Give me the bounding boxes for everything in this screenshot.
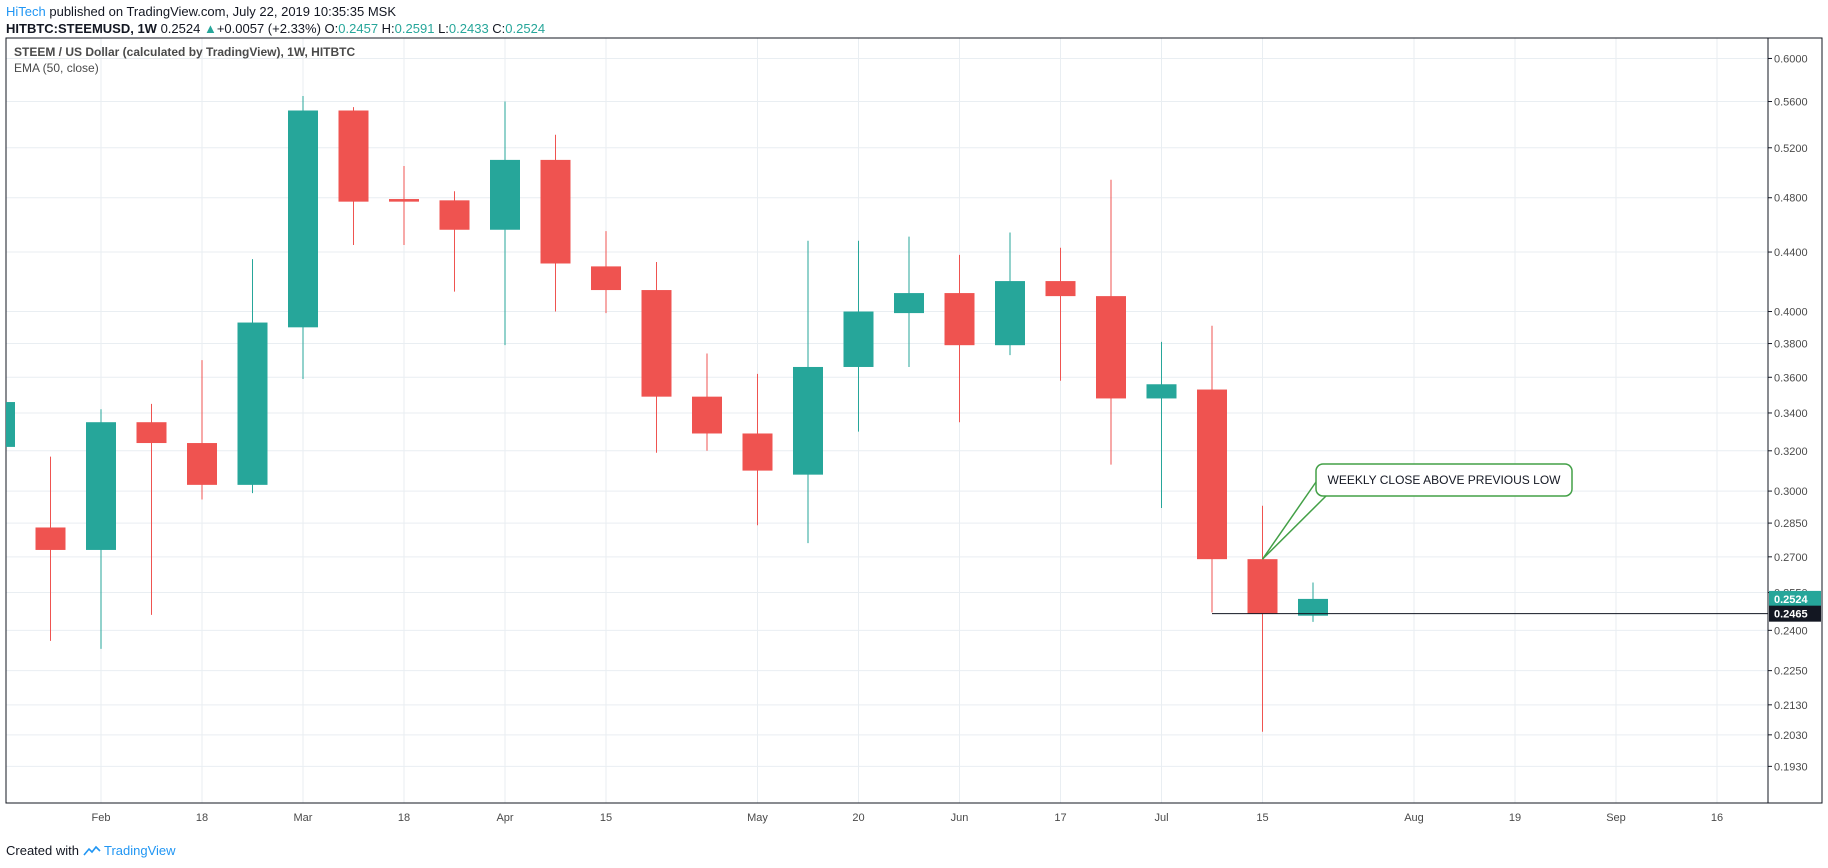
- candle-body-down: [439, 200, 470, 230]
- date-tick-label: 18: [196, 812, 208, 824]
- price-tick-label: 0.4800: [1774, 193, 1808, 205]
- candle-body-down: [540, 159, 571, 264]
- date-tick-label: 16: [1711, 812, 1723, 824]
- price-tick-label: 0.5600: [1774, 97, 1808, 109]
- candle-body-down: [1045, 281, 1076, 297]
- price-label-box: [1769, 605, 1821, 622]
- date-tick-label: 19: [1509, 812, 1521, 824]
- date-tick-label: Aug: [1404, 812, 1424, 824]
- candle-body-up: [288, 110, 318, 328]
- price-tick-label: 0.4000: [1774, 307, 1808, 319]
- date-tick-label: 18: [398, 812, 410, 824]
- symbol-ohlc-line: HITBTC:STEEMUSD, 1W 0.2524 ▲+0.0057 (+2.…: [6, 21, 545, 36]
- author-link[interactable]: HiTech: [6, 4, 46, 19]
- callout-box: [1315, 463, 1573, 497]
- date-tick-label: Apr: [496, 812, 513, 824]
- candle-body-up: [843, 311, 874, 367]
- last-price: 0.2524: [160, 21, 201, 36]
- price-tick-label: 0.1930: [1774, 761, 1808, 773]
- candle-body-up: [1146, 384, 1177, 399]
- open-value: 0.2457: [338, 21, 379, 36]
- tradingview-brand: TradingView: [103, 843, 176, 858]
- candle-body-down: [742, 433, 773, 471]
- candle-body-down: [389, 199, 419, 202]
- date-tick-label: 20: [852, 812, 864, 824]
- candle-body-down: [136, 422, 167, 444]
- published-line: HiTech published on TradingView.com, Jul…: [6, 4, 396, 19]
- published-text: published on TradingView.com, July 22, 2…: [45, 4, 397, 19]
- date-tick-label: 17: [1054, 812, 1066, 824]
- close-value: 0.2524: [505, 21, 546, 36]
- price-label-text: 0.2524: [1774, 594, 1809, 606]
- date-tick-label: Jun: [951, 812, 969, 824]
- candle-body-up: [894, 293, 924, 314]
- candle-body-down: [944, 293, 975, 346]
- chart-frame: [5, 37, 1823, 804]
- high-label: H:: [381, 21, 395, 36]
- candle-body-down: [338, 110, 369, 202]
- tradingview-logo[interactable]: TradingView: [83, 843, 176, 858]
- date-tick-label: 15: [1256, 812, 1268, 824]
- price-tick-label: 0.2250: [1774, 666, 1808, 678]
- candle-body-up: [86, 422, 116, 550]
- date-tick-label: 15: [600, 812, 612, 824]
- price-tick-label: 0.2700: [1774, 552, 1808, 564]
- price-tick-label: 0.2030: [1774, 730, 1808, 742]
- candles-group: [6, 95, 1328, 732]
- callout-pointer-line: [1261, 481, 1317, 560]
- callout-pointer-line: [1261, 495, 1327, 560]
- date-tick-label: Feb: [92, 812, 111, 824]
- price-tick-label: 0.3600: [1774, 372, 1808, 384]
- price-label-box: [1769, 590, 1821, 607]
- chart-title: STEEM / US Dollar (calculated by Trading…: [14, 45, 356, 59]
- date-tick-label: Jul: [1154, 812, 1168, 824]
- indicator-label: EMA (50, close): [14, 61, 99, 75]
- high-value: 0.2591: [394, 21, 435, 36]
- close-label: C:: [492, 21, 506, 36]
- created-with-text: Created with: [6, 843, 79, 858]
- callout-text: WEEKLY CLOSE ABOVE PREVIOUS LOW: [1328, 473, 1562, 487]
- low-value: 0.2433: [448, 21, 489, 36]
- price-tick-label: 0.2130: [1774, 700, 1808, 712]
- change-arrow-icon: ▲: [203, 21, 217, 36]
- symbol-label: HITBTC:STEEMUSD, 1W: [6, 21, 157, 36]
- candle-body-down: [1197, 389, 1227, 560]
- price-tick-label: 0.2400: [1774, 625, 1808, 637]
- date-tick-label: Mar: [294, 812, 313, 824]
- price-tick-label: 0.3200: [1774, 446, 1808, 458]
- price-tick-label: 0.4400: [1774, 247, 1808, 259]
- price-tick-label: 0.3800: [1774, 339, 1808, 351]
- price-change: +0.0057 (+2.33%): [216, 21, 321, 36]
- open-label: O:: [324, 21, 339, 36]
- candle-body-down: [591, 266, 621, 291]
- candle-body-down: [35, 527, 66, 550]
- price-tick-label: 0.6000: [1774, 53, 1808, 65]
- candle-body-down: [641, 290, 672, 397]
- price-label-text: 0.2465: [1774, 609, 1808, 621]
- candle-body-up: [1298, 598, 1328, 616]
- price-tick-label: 0.3000: [1774, 486, 1808, 498]
- candle-body-down: [1247, 559, 1278, 614]
- candle-body-down: [692, 396, 722, 434]
- candle-body-up: [6, 402, 15, 447]
- tradingview-cloud-icon: [83, 845, 101, 856]
- footer-branding: Created with TradingView: [6, 843, 176, 858]
- candle-body-up: [490, 159, 520, 230]
- candle-body-down: [187, 443, 217, 485]
- price-tick-label: 0.2850: [1774, 518, 1808, 530]
- price-tick-label: 0.5200: [1774, 143, 1808, 155]
- candle-body-up: [793, 366, 823, 475]
- candle-body-up: [995, 281, 1025, 346]
- low-label: L:: [438, 21, 449, 36]
- candle-body-up: [237, 322, 268, 485]
- candle-body-down: [1096, 296, 1126, 399]
- date-tick-label: Sep: [1606, 812, 1626, 824]
- date-tick-label: May: [747, 812, 768, 824]
- price-tick-label: 0.3400: [1774, 408, 1808, 420]
